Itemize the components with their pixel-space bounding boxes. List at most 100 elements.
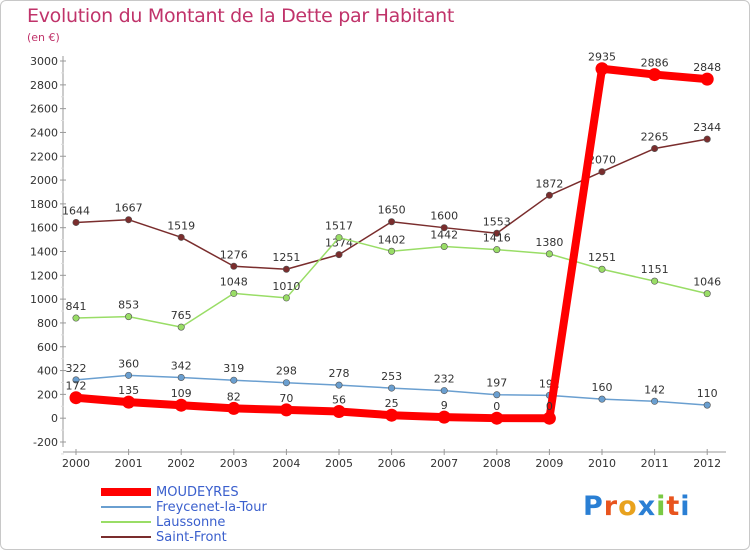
y-tick-label: 800 (37, 317, 58, 330)
data-point (230, 376, 238, 384)
data-point (335, 251, 343, 259)
x-tick-label: 2009 (535, 457, 563, 470)
y-tick-label: 3000 (30, 55, 58, 68)
x-tick-label: 2000 (62, 457, 90, 470)
data-point (125, 371, 133, 379)
data-point (595, 62, 609, 76)
data-point (125, 216, 133, 224)
y-tick-label: 2600 (30, 103, 58, 116)
data-label: 0 (546, 400, 553, 413)
data-point (282, 379, 290, 387)
logo-letter: x (637, 491, 657, 522)
data-label: 853 (118, 299, 139, 312)
data-point (598, 168, 606, 176)
data-label: 2886 (641, 57, 669, 70)
data-label: 1416 (483, 232, 511, 245)
data-label: 1553 (483, 215, 511, 228)
data-label: 110 (697, 387, 718, 400)
legend-swatch (101, 488, 151, 496)
y-tick-label: 600 (37, 341, 58, 354)
data-label: 1650 (378, 204, 406, 217)
data-point (72, 376, 80, 384)
proxiti-logo: Proxiti (583, 491, 691, 522)
data-label: 135 (118, 384, 139, 397)
data-point (651, 397, 659, 405)
data-point (332, 405, 346, 419)
data-point (651, 277, 659, 285)
data-point (388, 384, 396, 392)
y-tick-label: 2200 (30, 150, 58, 163)
legend-swatch (101, 506, 151, 508)
data-point (437, 410, 451, 424)
data-point (177, 233, 185, 241)
data-label: 82 (227, 390, 241, 403)
logo-letter: o (618, 491, 638, 522)
data-point (125, 313, 133, 321)
data-point (279, 403, 293, 417)
data-label: 298 (276, 365, 297, 378)
legend-swatch (101, 536, 151, 538)
data-label: 1380 (535, 236, 563, 249)
data-label: 1667 (115, 202, 143, 215)
data-label: 70 (279, 392, 293, 405)
data-label: 172 (66, 380, 87, 393)
legend-label: Freycenet-la-Tour (156, 500, 267, 515)
data-label: 765 (171, 309, 192, 322)
x-tick-label: 2010 (588, 457, 616, 470)
data-label: 278 (329, 367, 350, 380)
data-label: 1276 (220, 248, 248, 261)
data-point (69, 391, 83, 405)
data-point (493, 229, 501, 237)
y-tick-label: 2400 (30, 126, 58, 139)
data-label: 1151 (641, 263, 669, 276)
x-tick-label: 2004 (272, 457, 300, 470)
logo-letter: t (666, 491, 681, 522)
data-point (703, 290, 711, 298)
y-tick-label: 400 (37, 365, 58, 378)
data-point (440, 387, 448, 395)
data-point (598, 395, 606, 403)
data-label: 1251 (272, 251, 300, 264)
data-point (493, 391, 501, 399)
data-label: 9 (441, 399, 448, 412)
data-point (335, 381, 343, 389)
legend-label: Laussonne (156, 515, 226, 530)
chart-subtitle: (en €) (27, 31, 60, 44)
x-tick-label: 2012 (693, 457, 721, 470)
x-tick-label: 2002 (167, 457, 195, 470)
data-label: 360 (118, 357, 139, 370)
data-label: 1872 (535, 177, 563, 190)
data-label: 1046 (693, 276, 721, 289)
y-tick-label: 2000 (30, 174, 58, 187)
legend-label: Saint-Front (156, 530, 227, 545)
data-point (227, 401, 241, 415)
data-point (598, 265, 606, 273)
data-label: 1048 (220, 275, 248, 288)
data-label: 2070 (588, 154, 616, 167)
data-label: 160 (592, 381, 613, 394)
data-label: 197 (486, 377, 507, 390)
x-tick-label: 2008 (483, 457, 511, 470)
logo-letter: i (680, 491, 691, 522)
data-label: 25 (385, 397, 399, 410)
data-label: 56 (332, 394, 346, 407)
y-tick-label: 1400 (30, 246, 58, 259)
x-tick-label: 2001 (115, 457, 143, 470)
data-point (545, 191, 553, 199)
data-label: 1517 (325, 220, 353, 233)
y-tick-label: 1000 (30, 293, 58, 306)
data-point (703, 401, 711, 409)
data-label: 232 (434, 373, 455, 386)
y-tick-label: 2800 (30, 79, 58, 92)
data-point (282, 265, 290, 273)
y-tick-label: 200 (37, 388, 58, 401)
data-label: 142 (644, 383, 665, 396)
data-point (174, 398, 188, 412)
data-label: 841 (66, 300, 87, 313)
x-tick-label: 2006 (378, 457, 406, 470)
data-point (703, 135, 711, 143)
data-label: 319 (223, 362, 244, 375)
data-label: 2265 (641, 131, 669, 144)
